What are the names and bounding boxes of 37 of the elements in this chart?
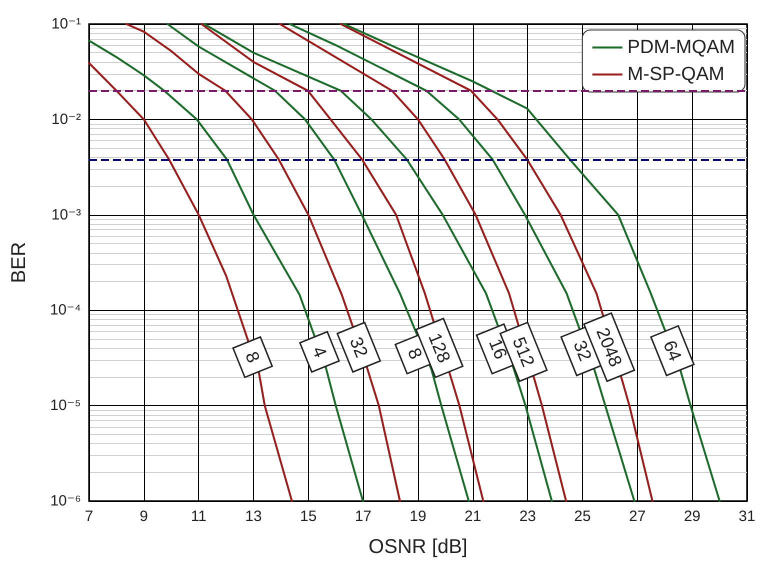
y-axis-title: BER	[8, 242, 30, 284]
legend-label: M-SP-QAM	[627, 64, 724, 85]
annotation: 8	[404, 345, 426, 362]
y-tick-label: 10⁻⁴	[50, 302, 81, 319]
line-series	[278, 23, 568, 502]
x-tick-label: 13	[245, 508, 262, 525]
annotation: 128	[424, 330, 454, 366]
y-tick-label: 10⁻⁶	[50, 492, 81, 510]
x-tick-label: 9	[140, 508, 148, 525]
x-tick-label: 11	[190, 508, 206, 525]
annotation: 8	[241, 348, 264, 366]
y-tick-label: 10⁻⁵	[50, 397, 81, 414]
line-series	[125, 23, 401, 502]
y-tick-label: 10⁻¹	[51, 16, 81, 32]
annotation: 512	[508, 334, 538, 370]
line-series	[88, 62, 293, 502]
y-tick-label: 10⁻²	[51, 110, 81, 128]
x-tick-label: 7	[84, 508, 94, 525]
legend-label: PDM-MQAM	[627, 37, 735, 58]
x-tick-label: 27	[628, 508, 646, 525]
x-tick-label: 17	[354, 508, 372, 525]
x-tick-label: 15	[300, 508, 317, 525]
x-tick-label: 29	[684, 508, 701, 525]
line-series	[200, 23, 484, 502]
annotation: 32	[346, 334, 372, 360]
line-series	[166, 23, 470, 502]
annotation: 16	[485, 336, 512, 362]
x-tick-label: 31	[738, 508, 756, 525]
annotation: 64	[659, 338, 686, 364]
x-axis-title: OSNR [dB]	[368, 536, 468, 558]
annotation: 4	[308, 343, 331, 360]
line-series	[203, 23, 553, 502]
x-tick-label: 23	[519, 508, 536, 525]
x-tick-label: 19	[410, 508, 426, 525]
x-tick-label: 21	[464, 508, 482, 525]
y-tick-label: 10⁻³	[51, 206, 81, 224]
x-tick-label: 25	[574, 508, 591, 525]
